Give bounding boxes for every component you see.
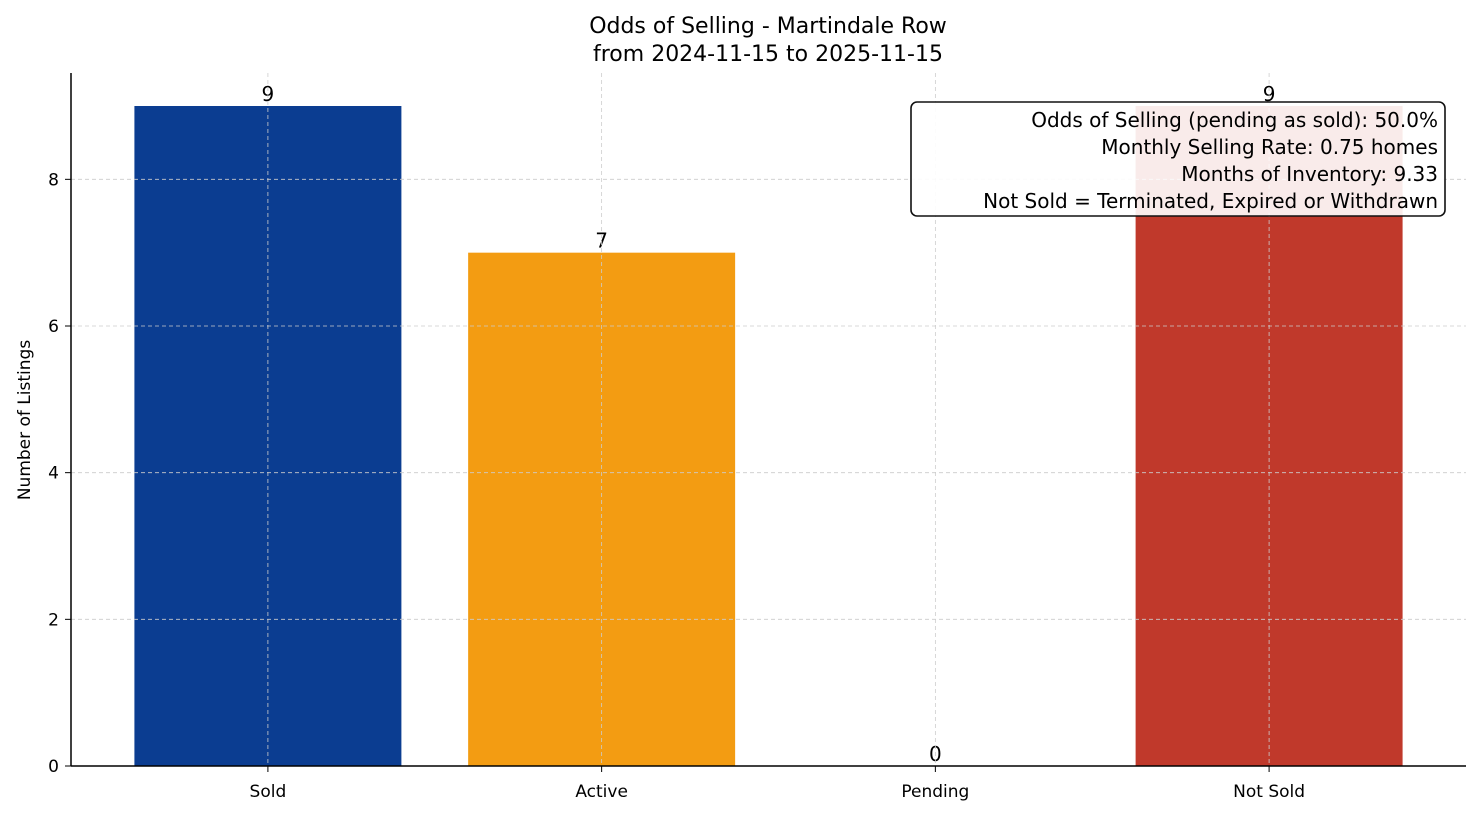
annotation-line: Monthly Selling Rate: 0.75 homes — [1101, 135, 1438, 159]
y-tick-label: 6 — [48, 317, 59, 337]
x-tick-label: Not Sold — [1233, 782, 1305, 802]
data-label: 7 — [595, 229, 608, 253]
axes: 0 2 4 6 8 Sold Active Pending Not Sold — [48, 73, 1466, 802]
x-tick-label: Active — [575, 782, 628, 802]
annotation-background — [910, 101, 1446, 217]
y-tick-label: 2 — [48, 610, 59, 630]
x-tick-label: Sold — [250, 782, 287, 802]
annotation-box: Odds of Selling (pending as sold): 50.0%… — [910, 101, 1446, 217]
y-tick-label: 8 — [48, 170, 59, 190]
y-tick-label: 4 — [48, 464, 59, 484]
y-axis-label: Number of Listings — [15, 340, 35, 500]
x-tick-label: Pending — [901, 782, 969, 802]
bar-sold — [134, 106, 402, 766]
chart-subtitle: from 2024-11-15 to 2025-11-15 — [593, 42, 943, 67]
annotation-line: Odds of Selling (pending as sold): 50.0% — [1031, 108, 1438, 132]
chart-title: Odds of Selling - Martindale Row — [589, 14, 947, 39]
annotation-line: Not Sold = Terminated, Expired or Withdr… — [983, 189, 1438, 213]
y-tick-label: 0 — [48, 757, 59, 777]
annotation-line: Months of Inventory: 9.33 — [1181, 162, 1438, 186]
